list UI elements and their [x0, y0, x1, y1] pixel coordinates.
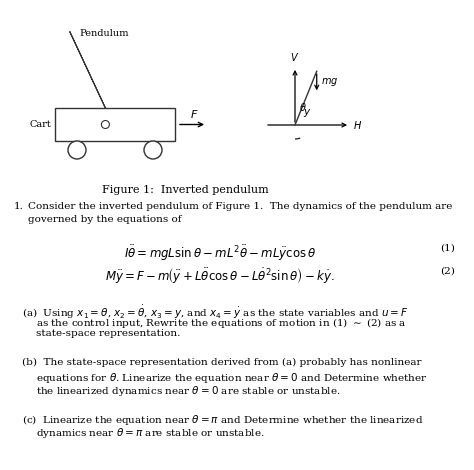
- Text: state-space representation.: state-space representation.: [36, 329, 181, 338]
- Text: $V$: $V$: [291, 51, 300, 63]
- Text: (c)  Linearize the equation near $\theta = \pi$ and Determine whether the linear: (c) Linearize the equation near $\theta …: [22, 413, 423, 427]
- Text: $H$: $H$: [353, 119, 362, 131]
- Text: $I\ddot{\theta} =mgL\sin\theta - mL^2\ddot{\theta} - mL\ddot{y}\cos\theta$: $I\ddot{\theta} =mgL\sin\theta - mL^2\dd…: [124, 243, 316, 263]
- Text: dynamics near $\theta = \pi$ are stable or unstable.: dynamics near $\theta = \pi$ are stable …: [36, 426, 264, 439]
- Text: the linearized dynamics near $\theta = 0$ are stable or unstable.: the linearized dynamics near $\theta = 0…: [36, 384, 341, 398]
- Text: Pendulum: Pendulum: [80, 29, 129, 38]
- Bar: [55, 108, 175, 141]
- Text: as the control input, Rewrite the equations of motion in (1) $\sim$ (2) as a: as the control input, Rewrite the equati…: [36, 316, 407, 330]
- Text: (2): (2): [440, 267, 455, 276]
- Text: $\theta$: $\theta$: [299, 101, 307, 113]
- Circle shape: [68, 141, 86, 159]
- Text: governed by the equations of: governed by the equations of: [28, 215, 182, 224]
- Text: (b)  The state-space representation derived from (a) probably has nonlinear: (b) The state-space representation deriv…: [22, 358, 421, 367]
- Text: (a)  Using $x_1 = \theta$, $x_2 = \dot{\theta}$, $x_3 = y$, and $x_4 = \dot{y}$ : (a) Using $x_1 = \theta$, $x_2 = \dot{\t…: [22, 304, 409, 321]
- Text: $M\ddot{y} =F - m\!\left(\ddot{y} + L\ddot{\theta}\cos\theta - L\dot{\theta}^2\s: $M\ddot{y} =F - m\!\left(\ddot{y} + L\dd…: [105, 267, 335, 286]
- Text: $F$: $F$: [190, 108, 198, 119]
- Circle shape: [144, 141, 162, 159]
- Text: equations for $\theta$. Linearize the equation near $\theta = 0$ and Determine w: equations for $\theta$. Linearize the eq…: [36, 371, 428, 385]
- Text: $mg$: $mg$: [321, 76, 338, 88]
- Circle shape: [101, 120, 109, 128]
- Text: Consider the inverted pendulum of Figure 1.  The dynamics of the pendulum are: Consider the inverted pendulum of Figure…: [28, 202, 452, 211]
- Text: $y$: $y$: [303, 107, 311, 119]
- Polygon shape: [70, 31, 107, 112]
- Text: Figure 1:  Inverted pendulum: Figure 1: Inverted pendulum: [101, 185, 268, 195]
- Text: Cart: Cart: [29, 120, 51, 129]
- Text: 1.: 1.: [14, 202, 24, 211]
- Text: (1): (1): [440, 243, 455, 252]
